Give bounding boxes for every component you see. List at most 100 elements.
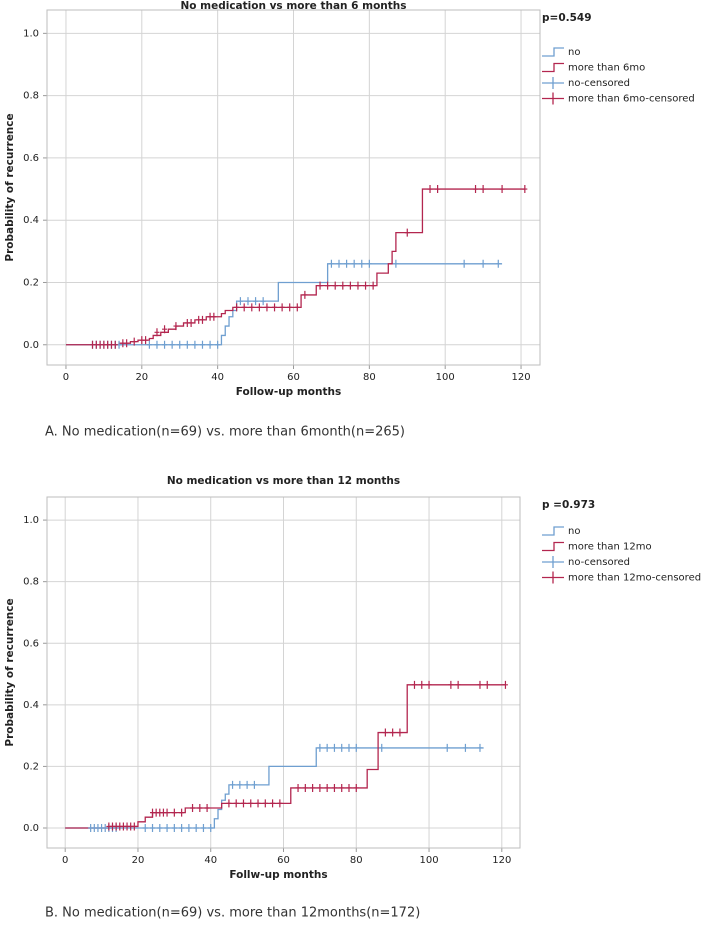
legend-item: no	[542, 47, 580, 58]
censor-mark	[462, 743, 468, 752]
censor-mark	[157, 823, 163, 832]
censor-mark	[382, 728, 388, 737]
censor-mark	[184, 340, 190, 349]
y-tick-label: 0.0	[23, 340, 39, 351]
legend-swatch	[542, 92, 564, 105]
censor-mark	[193, 823, 199, 832]
x-axis-label: Follow-up months	[236, 386, 341, 398]
censor-mark	[317, 743, 323, 752]
caption: B. No medication(n=69) vs. more than 12m…	[45, 906, 420, 921]
censor-mark	[359, 259, 365, 268]
censor-mark	[190, 803, 196, 812]
survival-line	[65, 263, 503, 346]
censor-mark	[199, 340, 205, 349]
censor-mark	[332, 281, 338, 290]
legend-swatch	[542, 47, 564, 57]
censor-mark	[295, 783, 301, 792]
censor-mark	[344, 259, 350, 268]
censor-mark	[480, 185, 486, 194]
x-tick-label: 20	[135, 372, 148, 383]
censor-mark	[169, 340, 175, 349]
censor-mark	[435, 185, 441, 194]
censor-mark	[245, 297, 251, 306]
survival-line	[65, 188, 525, 346]
legend-label: more than 6mo	[568, 63, 645, 74]
censor-mark	[177, 340, 183, 349]
censor-mark	[347, 281, 353, 290]
censor-mark	[328, 259, 334, 268]
x-tick-label: 0	[62, 855, 68, 866]
y-tick-label: 0.6	[23, 638, 39, 649]
censor-mark	[248, 799, 254, 808]
x-tick-label: 40	[204, 855, 217, 866]
censor-mark	[143, 336, 149, 345]
censor-mark	[484, 680, 490, 689]
censor-mark	[366, 259, 372, 268]
censor-mark	[324, 783, 330, 792]
censor-mark	[287, 303, 293, 312]
censor-mark	[397, 728, 403, 737]
censor-mark	[455, 680, 461, 689]
x-tick-label: 100	[419, 855, 438, 866]
censor-mark	[495, 259, 501, 268]
censor-mark	[522, 185, 528, 194]
censor-mark	[244, 780, 250, 789]
y-axis-label: Probability of recurrence	[4, 598, 16, 746]
censor-mark	[331, 783, 337, 792]
legend-label: no-censored	[568, 557, 630, 568]
censor-mark	[331, 743, 337, 752]
censor-mark	[164, 808, 170, 817]
x-tick-label: 60	[277, 855, 290, 866]
censor-mark	[173, 322, 179, 331]
caption: A. No medication(n=69) vs. more than 6mo…	[45, 425, 405, 440]
censor-mark	[317, 783, 323, 792]
y-tick-label: 1.0	[23, 28, 39, 39]
censor-mark	[230, 780, 236, 789]
legend-swatch	[542, 571, 564, 584]
legend-label: no	[568, 526, 580, 537]
legend-label: more than 12mo	[568, 542, 652, 553]
y-tick-label: 0.0	[23, 823, 39, 834]
x-tick-label: 80	[350, 855, 363, 866]
censor-mark	[426, 680, 432, 689]
censor-mark	[448, 680, 454, 689]
censor-mark	[427, 185, 433, 194]
censor-mark	[393, 259, 399, 268]
censor-mark	[317, 281, 323, 290]
censor-mark	[251, 780, 257, 789]
censor-mark	[339, 743, 345, 752]
censor-mark	[277, 799, 283, 808]
legend-swatch	[542, 541, 564, 552]
censor-mark	[346, 783, 352, 792]
censor-mark	[499, 185, 505, 194]
censor-mark	[264, 303, 270, 312]
y-axis-label: Probability of recurrence	[4, 113, 16, 261]
annotation: p =0.973	[542, 499, 595, 511]
x-tick-label: 60	[287, 372, 300, 383]
censor-mark	[211, 312, 217, 321]
x-tick-label: 120	[511, 372, 530, 383]
censor-mark	[162, 340, 168, 349]
legend-label: no	[568, 47, 580, 58]
censor-mark	[353, 783, 359, 792]
legend-label: more than 6mo-censored	[568, 94, 695, 105]
censor-mark	[142, 823, 148, 832]
censor-mark	[346, 743, 352, 752]
censor-mark	[255, 799, 261, 808]
censor-mark	[363, 281, 369, 290]
y-tick-label: 0.4	[23, 215, 39, 226]
censor-mark	[154, 340, 160, 349]
x-tick-label: 120	[492, 855, 511, 866]
censor-mark	[162, 325, 168, 334]
censor-mark	[179, 808, 185, 817]
censor-mark	[310, 783, 316, 792]
censor-mark	[197, 803, 203, 812]
x-tick-label: 40	[211, 372, 224, 383]
censor-mark	[215, 340, 221, 349]
censor-mark	[256, 303, 262, 312]
censor-mark	[379, 743, 385, 752]
censor-mark	[253, 297, 259, 306]
censor-mark	[461, 259, 467, 268]
x-tick-label: 0	[63, 372, 69, 383]
